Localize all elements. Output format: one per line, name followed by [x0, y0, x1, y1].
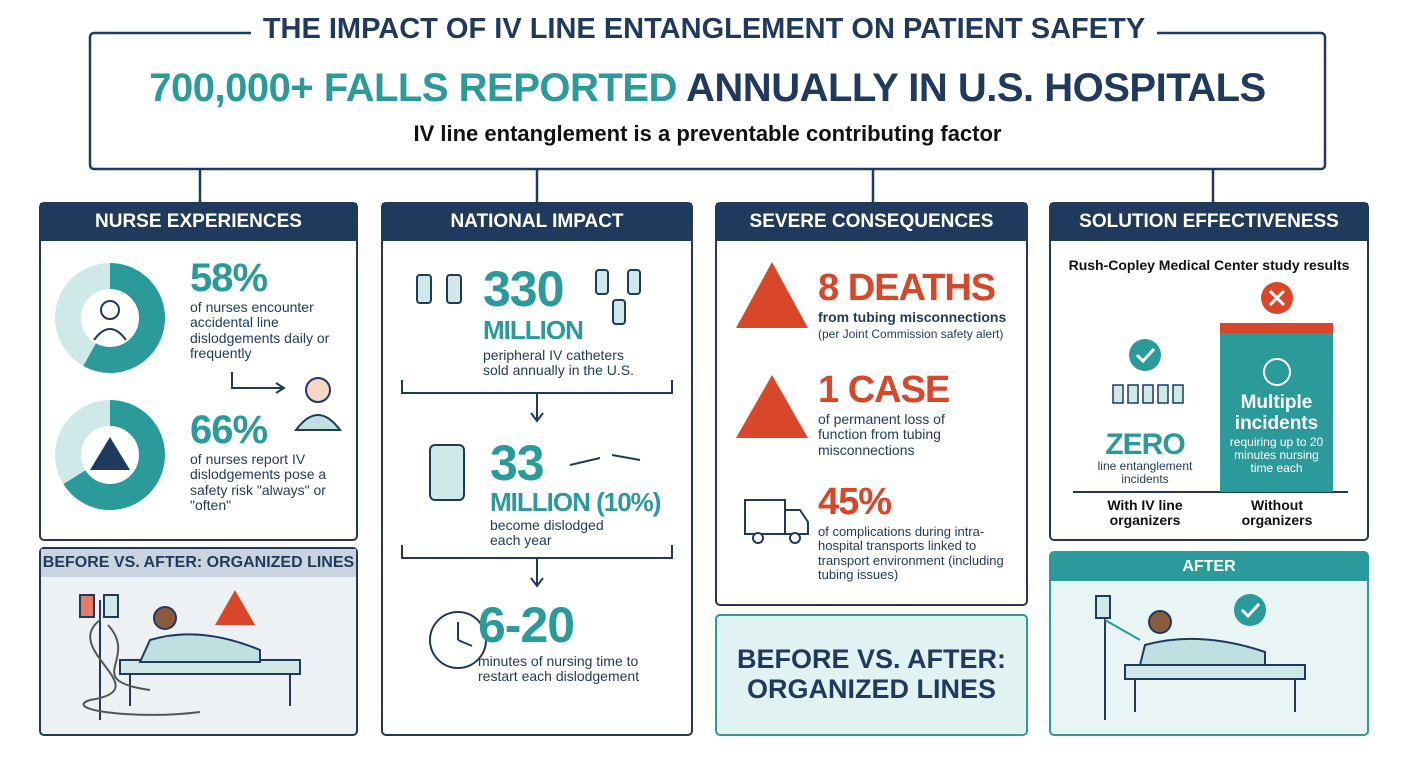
stat-description: of nurses report IV dislodgements pose a… — [190, 451, 327, 514]
title: THE IMPACT OF IV LINE ENTANGLEMENT ON PA… — [250, 13, 1158, 45]
panel-header — [716, 203, 1027, 241]
ambulance-icon — [744, 499, 809, 544]
warning-icon — [736, 375, 808, 438]
panel-title: AFTER — [1182, 558, 1236, 575]
stat-description: from tubing misconnections — [818, 309, 1007, 325]
arrow — [231, 372, 282, 389]
panel-title: NATIONAL IMPACT — [450, 211, 624, 232]
panel-header — [1050, 203, 1368, 241]
panel-title: SOLUTION EFFECTIVENESS — [1079, 211, 1339, 232]
x-icon — [1268, 289, 1286, 307]
nurse-icon — [305, 377, 331, 403]
arrow — [275, 382, 286, 394]
title-wrap: THE IMPACT OF IV LINE ENTANGLEMENT ON PA… — [0, 13, 1408, 46]
nurse-icon — [100, 300, 120, 320]
result: Multiple incidents — [1234, 392, 1319, 434]
stat-label: 58% — [190, 256, 268, 300]
group-label: Without organizers — [1241, 497, 1313, 529]
headline-rest: ANNUALLY IN U.S. HOSPITALS — [686, 66, 1266, 110]
donut-arc — [55, 400, 165, 510]
panel-title: SEVERE CONSEQUENCES — [749, 211, 994, 232]
check-icon — [1234, 594, 1266, 626]
clock-hand — [457, 639, 473, 647]
stat-unit: MILLION — [483, 315, 584, 345]
stat-description: minutes of nursing time to restart each … — [478, 653, 640, 685]
stat-label: 66% — [190, 408, 268, 452]
stat-description: become dislodged each year — [490, 517, 604, 549]
study-caption: Rush-Copley Medical Center study results — [1068, 257, 1350, 273]
subtitle: IV line entanglement is a preventable co… — [413, 121, 1002, 146]
stat-number: 33 — [490, 435, 545, 491]
result-detail: line entanglement incidents — [1097, 459, 1193, 487]
stat-description: of permanent loss of function from tubin… — [818, 411, 945, 458]
headline-stat: 1 CASE — [818, 369, 950, 411]
stopwatch-icon — [1263, 358, 1291, 386]
check-icon — [1135, 347, 1156, 364]
banner-box — [715, 614, 1028, 736]
stat-description: of nurses encounter accidental line disl… — [190, 299, 330, 362]
panel-title: NURSE EXPERIENCES — [95, 211, 302, 232]
panel-title: BEFORE VS. AFTER: ORGANIZED LINES — [42, 554, 355, 571]
stat-description: of complications during intra-hospital t… — [818, 524, 1004, 582]
bar — [1220, 323, 1333, 492]
iv-icons — [1112, 384, 1184, 404]
warning-icon — [215, 590, 255, 625]
arrow — [530, 393, 544, 423]
group-label: With IV line organizers — [1107, 497, 1183, 529]
headline: 700,000+ FALLS REPORTED ANNUALLY IN U.S.… — [90, 66, 1325, 110]
panel-header — [41, 549, 356, 577]
stat-number: 330 — [483, 261, 564, 317]
bar-top — [1220, 323, 1333, 333]
banner-text: BEFORE VS. AFTER: ORGANIZED LINES — [736, 644, 1006, 704]
nurse-icon — [294, 414, 342, 431]
check-icon — [1240, 602, 1261, 619]
result: ZERO — [1105, 428, 1185, 461]
stat-description: peripheral IV catheters sold annually in… — [483, 347, 634, 379]
panel-header — [1051, 553, 1367, 581]
donut-arc — [55, 263, 165, 373]
disconnect-icon — [569, 454, 641, 466]
arrow — [530, 558, 544, 588]
headline-stat: 45% — [818, 481, 892, 523]
stat-unit: MILLION (10%) — [490, 487, 661, 517]
headline-highlight: 700,000+ FALLS REPORTED — [149, 66, 677, 110]
patient-illustration — [79, 594, 301, 720]
stat-note: (per Joint Commission safety alert) — [818, 327, 1004, 341]
headline-stat: 8 DEATHS — [818, 267, 996, 309]
panel-header — [382, 203, 692, 241]
patient-illustration — [1095, 595, 1306, 720]
check-icon — [1129, 339, 1161, 371]
result-detail: requiring up to 20 minutes nursing time … — [1229, 435, 1324, 476]
warning-icon — [736, 262, 808, 328]
panel-header — [40, 203, 357, 241]
nurse-icon — [93, 328, 127, 341]
warning-icon — [90, 437, 130, 470]
stat-number: 6-20 — [478, 597, 575, 653]
